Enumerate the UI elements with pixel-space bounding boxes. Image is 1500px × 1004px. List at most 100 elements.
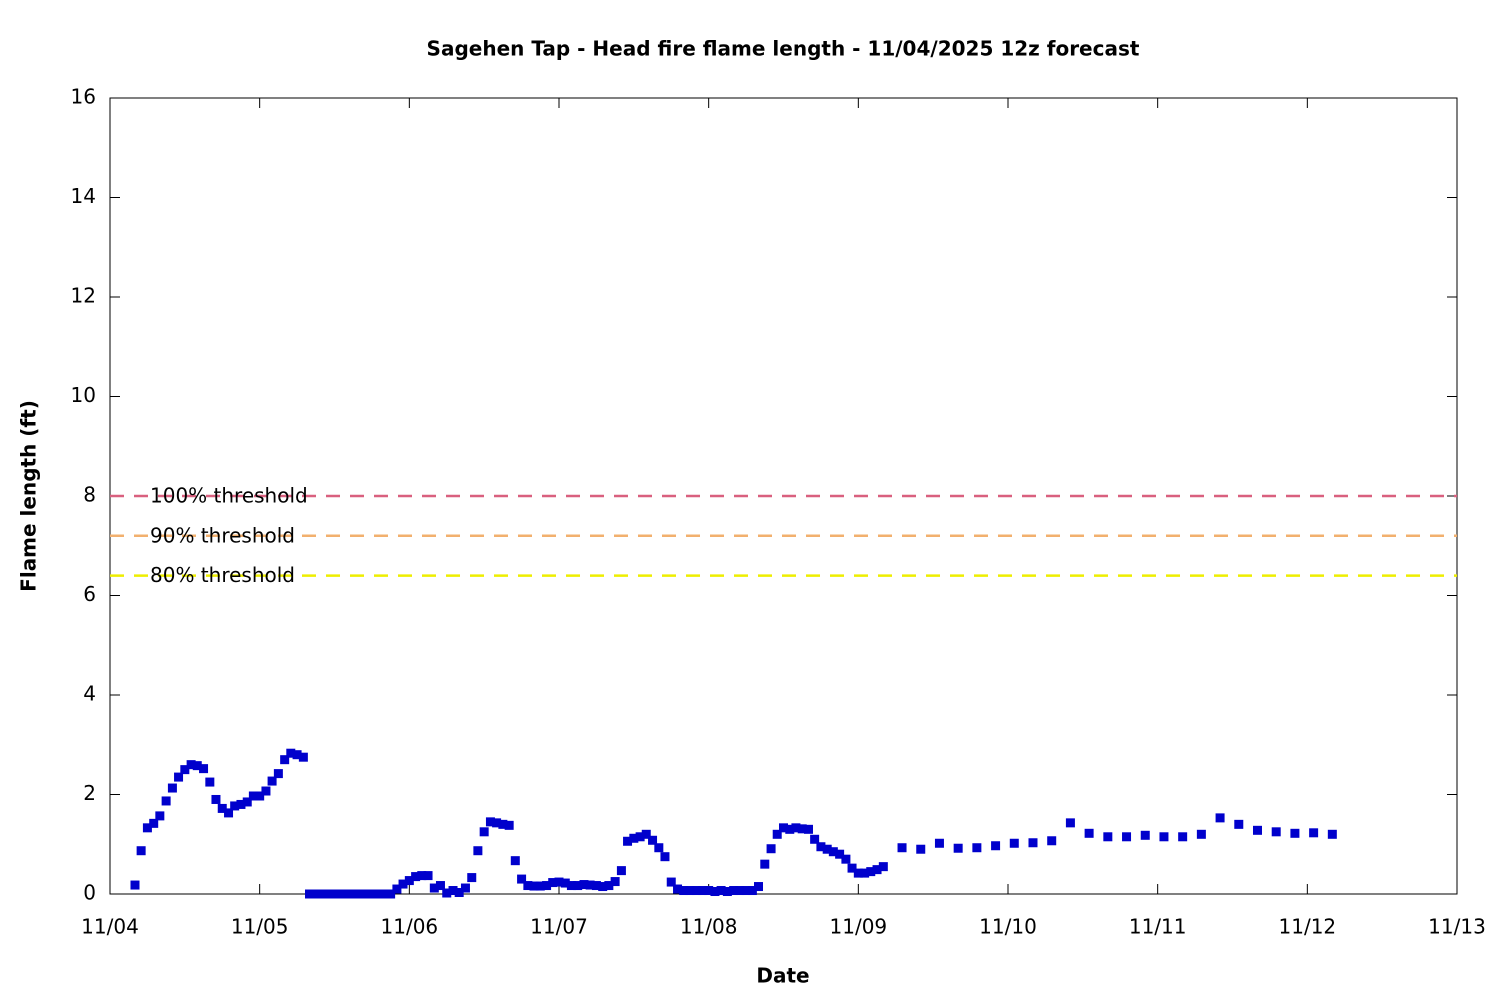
point — [579, 880, 589, 890]
point — [616, 866, 626, 876]
point — [741, 886, 751, 896]
point — [1103, 832, 1113, 842]
point — [816, 842, 826, 852]
point — [292, 750, 302, 760]
point — [261, 786, 271, 796]
point — [735, 886, 745, 896]
point — [361, 889, 371, 899]
point — [323, 889, 333, 899]
point — [1234, 819, 1244, 829]
chart-title: Sagehen Tap - Head fire flame length - 1… — [427, 37, 1140, 61]
y-tick-label: 4 — [83, 682, 96, 706]
point — [1215, 813, 1225, 823]
point — [810, 834, 820, 844]
point — [1084, 828, 1094, 838]
point — [236, 799, 246, 809]
point — [136, 846, 146, 856]
threshold-label: 100% threshold — [150, 484, 308, 508]
point — [342, 889, 352, 899]
x-tick-label: 11/07 — [530, 915, 588, 939]
point — [1009, 838, 1019, 848]
point — [273, 769, 283, 779]
point — [1290, 828, 1300, 838]
point — [479, 827, 489, 837]
point — [716, 886, 726, 896]
point — [779, 823, 788, 833]
point — [691, 886, 701, 896]
point — [585, 880, 595, 890]
point — [866, 867, 876, 877]
point — [192, 761, 202, 771]
point — [186, 760, 196, 770]
point — [336, 889, 346, 899]
point — [542, 881, 552, 891]
y-tick-label: 10 — [71, 383, 96, 407]
point — [629, 833, 639, 843]
point — [766, 844, 776, 854]
point — [878, 862, 888, 872]
y-axis-label: Flame length (ft) — [17, 400, 41, 592]
point — [897, 843, 907, 853]
point — [610, 877, 620, 887]
point — [248, 791, 258, 801]
point — [1047, 836, 1057, 846]
y-tick-label: 16 — [71, 85, 96, 109]
point — [872, 865, 882, 875]
point — [392, 884, 402, 894]
point — [822, 844, 832, 854]
x-tick-label: 11/09 — [830, 915, 888, 939]
point — [673, 884, 683, 894]
point — [841, 854, 851, 864]
point — [155, 811, 165, 821]
point — [573, 881, 583, 891]
point — [1309, 828, 1319, 838]
point — [679, 886, 689, 896]
point — [704, 886, 714, 896]
point — [217, 803, 227, 813]
point — [224, 808, 234, 818]
point — [972, 843, 982, 853]
x-tick-label: 11/08 — [680, 915, 738, 939]
point — [666, 877, 676, 887]
point — [130, 880, 140, 890]
x-axis-label: Date — [756, 964, 809, 988]
point — [298, 752, 308, 762]
point — [255, 791, 265, 801]
x-tick-label: 11/10 — [979, 915, 1037, 939]
point — [510, 856, 520, 866]
point — [311, 889, 321, 899]
point — [142, 823, 152, 833]
point — [797, 824, 807, 834]
point — [934, 838, 944, 848]
point — [860, 868, 870, 878]
point — [1159, 832, 1169, 842]
point — [492, 818, 502, 828]
point — [660, 852, 670, 862]
point — [729, 886, 739, 896]
x-tick-label: 11/04 — [81, 915, 139, 939]
point — [604, 881, 614, 891]
point — [417, 871, 427, 881]
point — [697, 886, 707, 896]
point — [348, 889, 358, 899]
point — [386, 889, 396, 899]
point — [1122, 832, 1132, 842]
point — [991, 841, 1001, 851]
y-tick-label: 14 — [71, 184, 96, 208]
point — [641, 829, 651, 839]
point — [1271, 827, 1281, 837]
point — [267, 776, 277, 786]
point — [529, 881, 539, 891]
point — [953, 843, 963, 853]
point — [554, 877, 564, 887]
point — [685, 886, 695, 896]
threshold-label: 80% threshold — [150, 563, 295, 587]
point — [760, 859, 770, 869]
point — [498, 819, 508, 829]
point — [754, 882, 764, 892]
point — [205, 777, 215, 787]
point — [648, 835, 658, 845]
point — [828, 847, 838, 857]
point — [180, 765, 190, 775]
point — [654, 843, 664, 853]
